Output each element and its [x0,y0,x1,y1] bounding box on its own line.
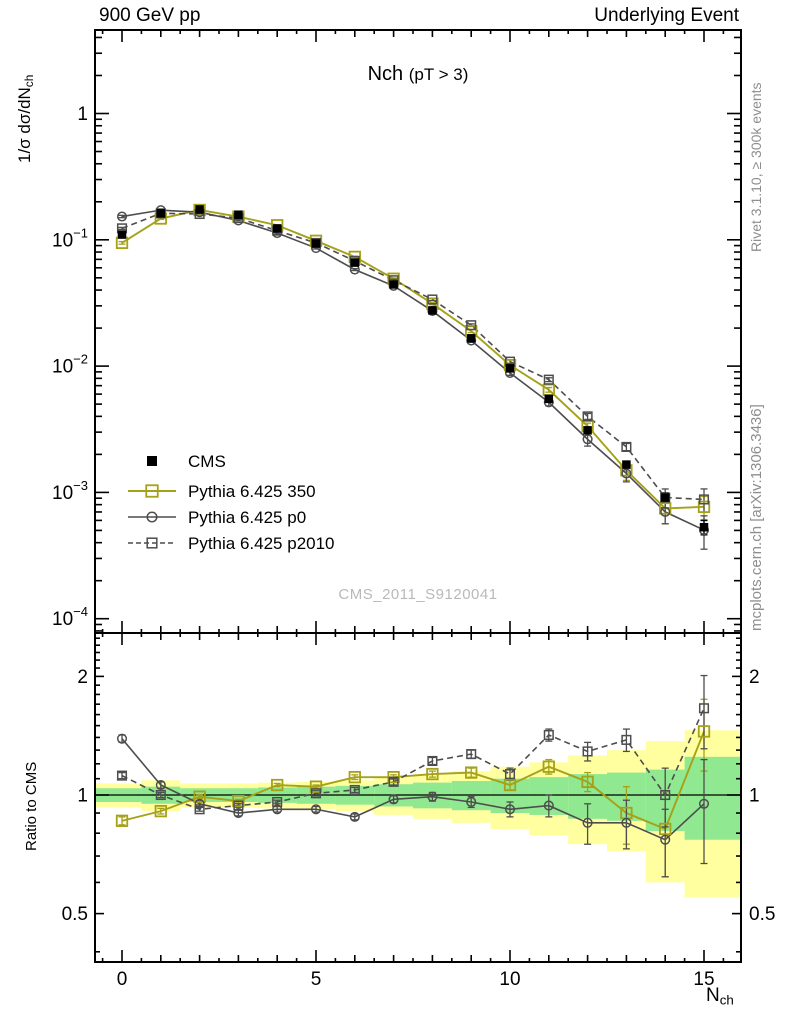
tick-labels: 1 10−1 10−2 10−3 10−4 2 2 1 1 0.5 0.5 0 5 10 15 [52,104,775,990]
ratio-y-tick-label: 2 [77,667,88,688]
plot-title-cut: (pT > 3) [408,65,469,84]
legend-label-cms: CMS [188,452,226,471]
x-tick-label: 15 [693,969,714,990]
legend-label-pythia-p2010: Pythia 6.425 p2010 [188,534,335,553]
x-tick-label: 5 [311,969,322,990]
header-topic: Underlying Event [594,5,739,26]
analysis-id-watermark: CMS_2011_S9120041 [338,586,498,603]
legend-label-pythia-p0: Pythia 6.425 p0 [188,508,307,527]
main-y-tick-label: 10−2 [52,352,88,378]
ratio-y-tick-label-right: 1 [749,786,760,807]
ratio-y-tick-label-right: 0.5 [749,904,775,925]
green-band-bin [684,756,741,840]
legend-markers [128,456,176,549]
x-axis-title: Nch [706,985,734,1008]
generator-version-note: Rivet 3.1.10, ≥ 300k events [748,82,764,252]
mcplots-credit-note: mcplots.cern.ch [arXiv:1306.3436] [748,404,765,631]
x-tick-label: 0 [117,969,128,990]
ratio-y-tick-label: 0.5 [62,904,88,925]
plot-title-observable: Nch [367,63,404,85]
main-y-tick-label: 10−1 [52,225,88,251]
main-y-tick-label: 10−4 [52,604,88,630]
legend-label-pythia-350: Pythia 6.425 350 [188,482,316,501]
x-tick-label: 10 [499,969,520,990]
ratio-uncertainty-bands [95,730,741,898]
plot-title: Nch (pT > 3) [95,63,741,86]
main-y-axis-title: 1/σ dσ/dNch [15,74,37,163]
main-y-tick-label: 10−3 [52,478,88,504]
ratio-y-tick-label-right: 2 [749,667,760,688]
main-series [115,203,711,550]
header-beam: 900 GeV pp [99,5,201,26]
ratio-y-axis-title: Ratio to CMS [23,761,40,851]
axes-frames-ticks [94,29,742,963]
main-y-tick-label: 1 [77,104,88,125]
ratio-series [115,674,711,878]
ratio-y-tick-label: 1 [77,786,88,807]
